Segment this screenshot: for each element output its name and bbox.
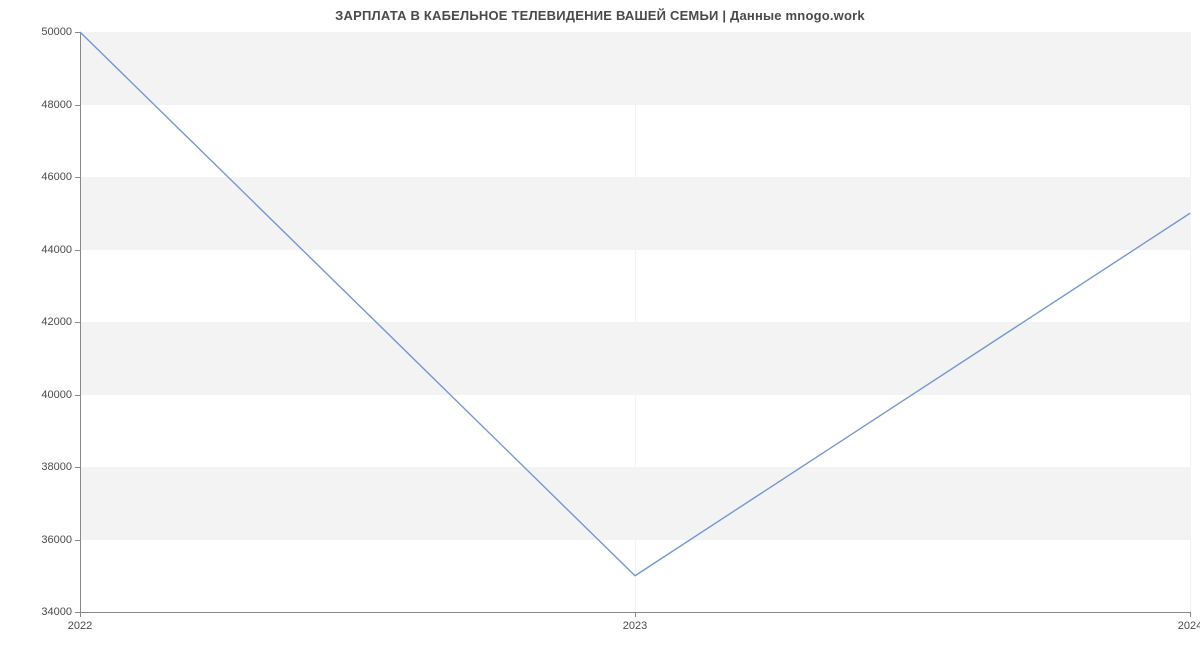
y-tick-label: 48000 <box>41 99 72 111</box>
gridline-vertical <box>1190 32 1191 612</box>
salary-line-chart: ЗАРПЛАТА В КАБЕЛЬНОЕ ТЕЛЕВИДЕНИЕ ВАШЕЙ С… <box>0 0 1200 650</box>
y-tick-label: 38000 <box>41 461 72 473</box>
x-tick <box>1190 612 1191 617</box>
series-line-salary <box>80 32 1190 576</box>
series-layer <box>80 32 1190 612</box>
y-tick-label: 42000 <box>41 316 72 328</box>
y-tick-label: 46000 <box>41 171 72 183</box>
chart-title: ЗАРПЛАТА В КАБЕЛЬНОЕ ТЕЛЕВИДЕНИЕ ВАШЕЙ С… <box>0 8 1200 23</box>
x-tick-label: 2024 <box>1178 620 1200 632</box>
x-tick <box>635 612 636 617</box>
x-tick <box>80 612 81 617</box>
x-tick-label: 2022 <box>68 620 92 632</box>
y-tick-label: 50000 <box>41 26 72 38</box>
plot-area: 3400036000380004000042000440004600048000… <box>80 32 1190 612</box>
y-tick-label: 44000 <box>41 244 72 256</box>
x-tick-label: 2023 <box>623 620 647 632</box>
y-tick-label: 40000 <box>41 389 72 401</box>
y-tick-label: 34000 <box>41 606 72 618</box>
y-tick-label: 36000 <box>41 534 72 546</box>
